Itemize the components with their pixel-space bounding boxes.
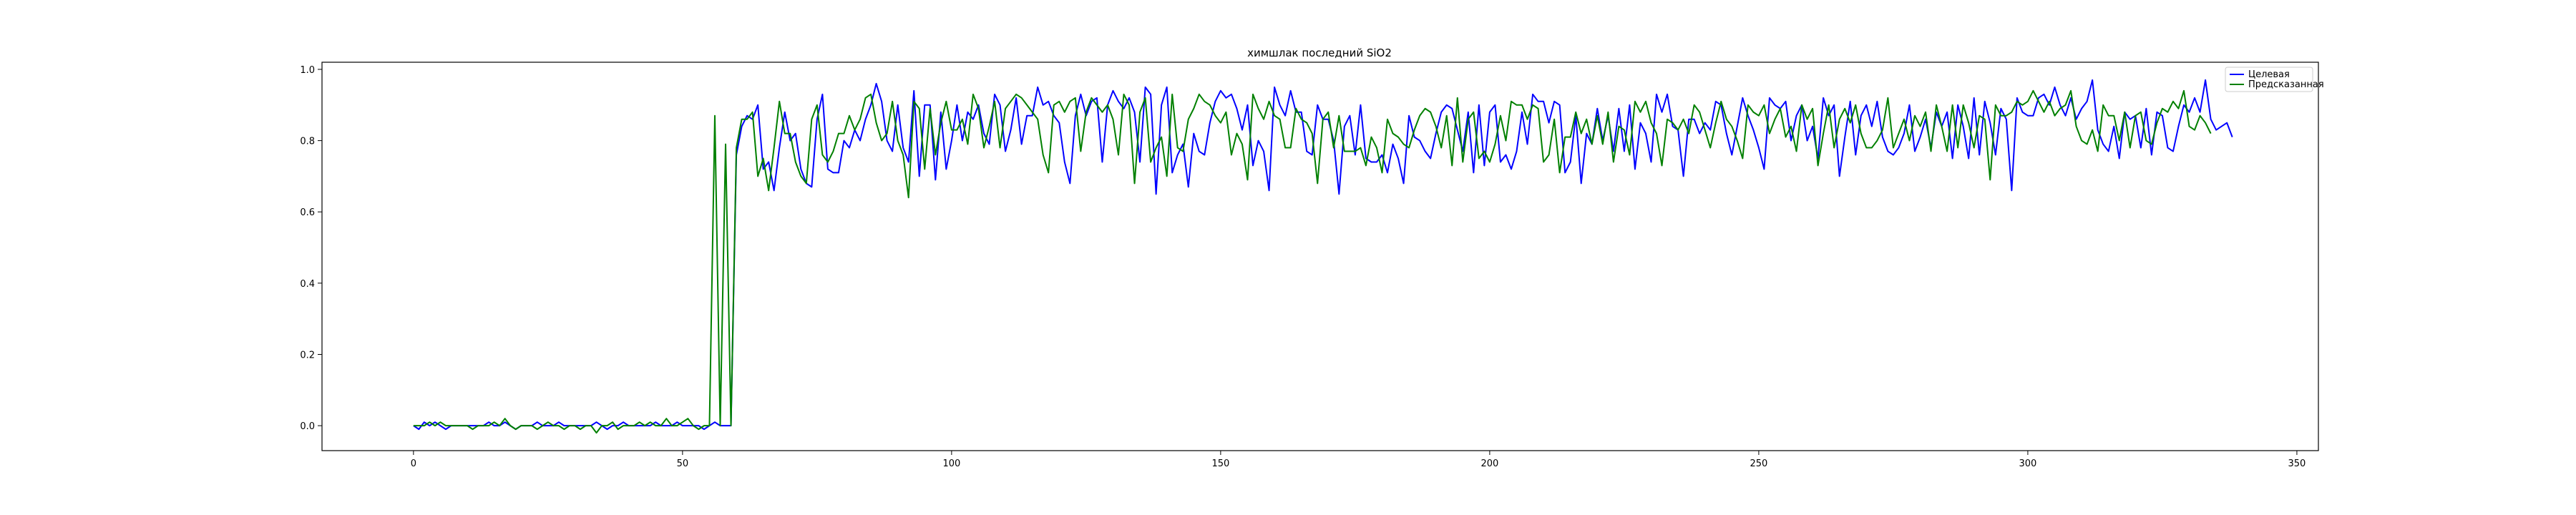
x-axis: 0 50 100 150 200 250 300 350 (411, 451, 2306, 469)
legend-label: Предсказанная (2248, 79, 2324, 90)
x-tick-label: 300 (2019, 458, 2036, 469)
x-tick-label: 100 (942, 458, 960, 469)
x-tick-label: 0 (411, 458, 416, 469)
x-tick-label: 350 (2288, 458, 2306, 469)
x-tick-label: 250 (1750, 458, 1767, 469)
y-tick-label: 1.0 (300, 65, 315, 76)
y-tick-label: 0.4 (300, 279, 315, 290)
legend-label: Целевая (2248, 69, 2290, 80)
legend-box (2225, 67, 2313, 92)
series-line-predicted (413, 89, 2212, 434)
x-tick-label: 50 (677, 458, 689, 469)
chart-title: химшлак последний SiO2 (1247, 46, 1392, 59)
y-tick-label: 0.0 (300, 421, 315, 432)
y-tick-label: 0.8 (300, 137, 315, 147)
x-tick-label: 150 (1211, 458, 1229, 469)
plot-area (413, 79, 2233, 434)
y-axis: 0.0 0.2 0.4 0.6 0.8 1.0 (300, 65, 322, 432)
x-tick-label: 200 (1480, 458, 1498, 469)
plot-frame (321, 62, 2319, 451)
y-tick-label: 0.6 (300, 207, 315, 218)
y-tick-label: 0.2 (300, 350, 315, 360)
